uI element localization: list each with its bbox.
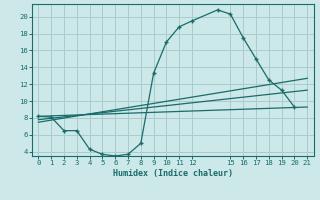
X-axis label: Humidex (Indice chaleur): Humidex (Indice chaleur) <box>113 169 233 178</box>
